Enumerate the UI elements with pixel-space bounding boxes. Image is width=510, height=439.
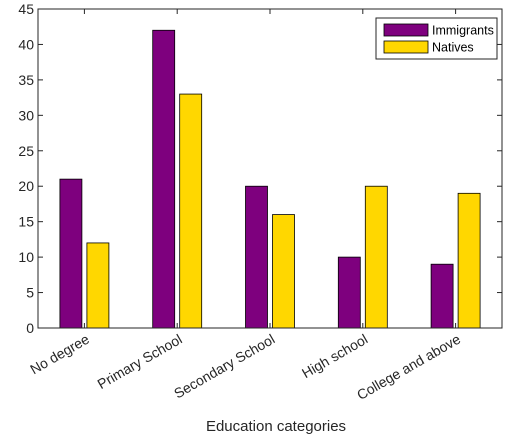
y-tick-label: 40: [18, 36, 34, 52]
legend-swatch-natives: [383, 40, 429, 54]
bar-immigrants-0: [59, 178, 83, 329]
y-tick-label: 30: [18, 107, 34, 123]
bar-natives-3: [364, 185, 388, 329]
x-tick-label: College and above: [354, 331, 463, 403]
bar-immigrants-4: [430, 263, 454, 329]
y-tick-label: 10: [18, 249, 34, 265]
legend-label-immigrants: Immigrants: [432, 24, 494, 38]
bar-immigrants-2: [245, 185, 268, 329]
axes-layer: [37, 8, 503, 329]
y-tick-label: 5: [26, 285, 34, 301]
bar-natives-2: [272, 214, 295, 329]
bar-immigrants-3: [337, 256, 361, 329]
legend: Immigrants Natives: [375, 17, 498, 60]
legend-label-natives: Natives: [432, 41, 474, 55]
bars-layer: [59, 29, 481, 329]
y-tick-label: 20: [18, 178, 34, 194]
bar-natives-1: [179, 93, 203, 329]
x-tick-label: Secondary School: [171, 331, 277, 402]
bar-natives-0: [86, 242, 110, 329]
x-tick-label: Primary School: [94, 331, 184, 392]
y-tick-label: 45: [18, 1, 34, 17]
x-axis-title: Education categories: [206, 418, 346, 435]
bar-natives-4: [457, 192, 481, 329]
legend-swatch-immigrants: [383, 23, 429, 37]
y-tick-label: 35: [18, 72, 34, 88]
bar-immigrants-1: [152, 29, 176, 329]
x-tick-label: No degree: [27, 331, 92, 378]
y-tick-labels: 0 5 10 15 20 25 30 35 40 45: [18, 1, 34, 336]
plot-area: [38, 9, 502, 328]
y-tick-label: 0: [26, 320, 34, 336]
x-tick-label: High school: [299, 331, 370, 381]
y-tick-label: 25: [18, 143, 34, 159]
y-tick-label: 15: [18, 214, 34, 230]
